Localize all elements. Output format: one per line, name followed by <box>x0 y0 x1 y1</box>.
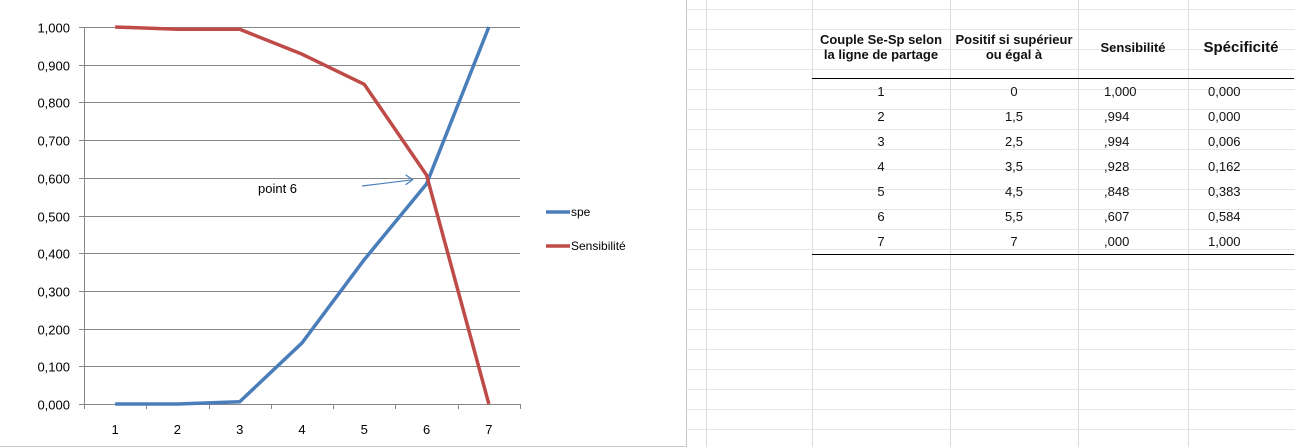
table-header-row: Couple Se-Sp selon la ligne de partage P… <box>812 16 1294 79</box>
x-tick-label: 6 <box>423 422 430 437</box>
series-line-spe <box>115 26 491 406</box>
header-positif: Positif si supérieur ou égal à <box>950 16 1078 79</box>
cell-positif: 4,5 <box>1004 184 1024 199</box>
table-body: 1 0 1,000 0,000 2 1,5 ,994 0,000 3 2,5 ,994 0,006 4 3… <box>812 79 1294 255</box>
cell-sensibilite: ,000 <box>1078 229 1188 255</box>
annotation-arrowhead <box>405 174 414 186</box>
y-tick-label: 0,700 <box>37 134 70 149</box>
annotation-label: point 6 <box>258 181 297 196</box>
cell-couple: 3 <box>877 134 885 149</box>
cell-couple: 5 <box>877 184 885 199</box>
table-row: 1 0 1,000 0,000 <box>812 79 1294 105</box>
cell-specificite: 0,006 <box>1208 134 1241 149</box>
cell-sensibilite: ,994 <box>1104 134 1130 149</box>
y-tick-label: 0,300 <box>37 285 70 300</box>
y-tick-label: 0,400 <box>37 247 70 262</box>
cell-positif: 0 <box>1010 84 1018 99</box>
cell-specificite: 0,584 <box>1208 209 1241 224</box>
cell-positif: 2,5 <box>1004 134 1024 149</box>
table-row: 6 5,5 ,607 0,584 <box>812 204 1294 229</box>
cell-couple: 7 <box>812 229 950 255</box>
cell-sensibilite: ,994 <box>1104 109 1130 124</box>
table-row: 7 7,000 1,000 <box>812 229 1294 255</box>
cell-positif: 3,5 <box>1004 159 1024 174</box>
x-tick-label: 2 <box>174 422 181 437</box>
y-tick-label: 1,000 <box>37 21 70 36</box>
header-sensibilite: Sensibilité <box>1078 16 1188 79</box>
cell-positif: 1,5 <box>1004 109 1024 124</box>
x-tick-label: 4 <box>298 422 305 437</box>
cell-couple: 2 <box>877 109 885 124</box>
table-row: 5 4,5 ,848 0,383 <box>812 179 1294 204</box>
cell-specificite: 0,383 <box>1208 184 1241 199</box>
y-tick-label: 0,800 <box>37 96 70 111</box>
y-tick-label: 0,000 <box>37 398 70 413</box>
x-tick-label: 3 <box>236 422 243 437</box>
cell-couple: 6 <box>877 209 885 224</box>
cell-couple: 4 <box>877 159 885 174</box>
header-couple: Couple Se-Sp selon la ligne de partage <box>812 16 950 79</box>
cell-specificite: 0,000 <box>1208 84 1241 99</box>
y-tick-label: 0,600 <box>37 172 70 187</box>
cell-sensibilite: ,928 <box>1104 159 1130 174</box>
legend-label: spe <box>571 205 591 219</box>
legend-label: Sensibilité <box>571 239 626 253</box>
y-tick-label: 0,500 <box>37 210 70 225</box>
series-line-sensibilite <box>115 25 491 405</box>
x-tick-label: 1 <box>112 422 119 437</box>
cell-specificite: 1,000 <box>1188 229 1294 255</box>
line-chart: 0,000 0,100 0,200 0,300 0,400 0,500 0,600 0,700… <box>37 21 626 438</box>
table-row: 4 3,5 ,928 0,162 <box>812 154 1294 179</box>
cell-specificite: 0,162 <box>1208 159 1241 174</box>
cell-specificite: 0,000 <box>1208 109 1241 124</box>
cell-couple: 1 <box>877 84 885 99</box>
x-tick-label: 7 <box>485 422 492 437</box>
cell-positif: 7 <box>950 229 1078 255</box>
y-tick-label: 0,100 <box>37 360 70 375</box>
cell-sensibilite: ,848 <box>1104 184 1130 199</box>
table-row: 3 2,5 ,994 0,006 <box>812 129 1294 154</box>
header-specificite: Spécificité <box>1188 16 1294 79</box>
table-row: 2 1,5 ,994 0,000 <box>812 104 1294 129</box>
cell-positif: 5,5 <box>1004 209 1024 224</box>
cell-sensibilite: ,607 <box>1104 209 1130 224</box>
y-tick-label: 0,200 <box>37 323 70 338</box>
chart-area[interactable]: 0,000 0,100 0,200 0,300 0,400 0,500 0,600 0,700… <box>0 0 687 447</box>
y-tick-label: 0,900 <box>37 59 70 74</box>
cell-sensibilite: 1,000 <box>1104 84 1137 99</box>
x-tick-label: 5 <box>361 422 368 437</box>
data-table: Couple Se-Sp selon la ligne de partage P… <box>812 16 1294 255</box>
annotation-arrow <box>361 179 413 187</box>
